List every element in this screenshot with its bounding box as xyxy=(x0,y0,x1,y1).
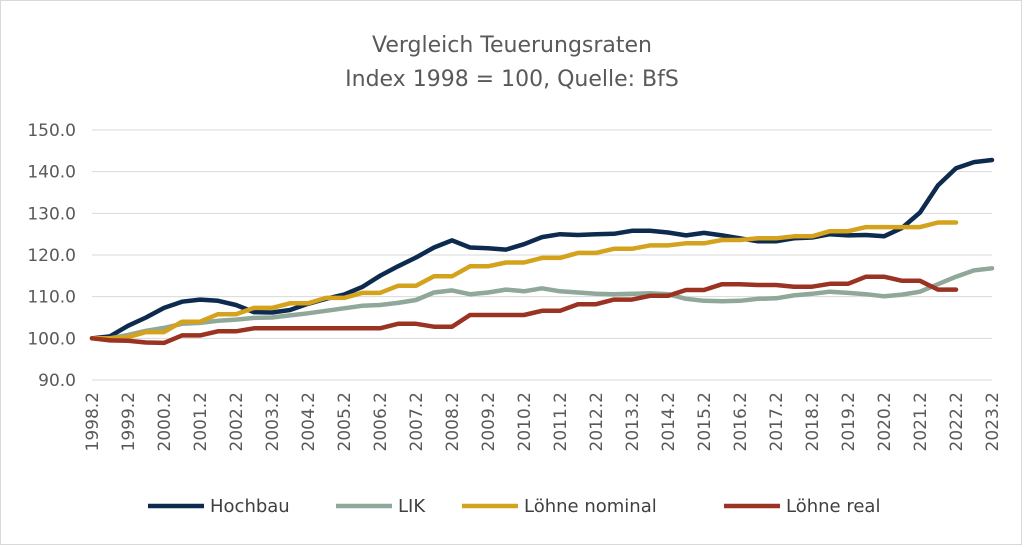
y-tick-label: 130.0 xyxy=(27,204,76,224)
x-tick-label: 2012.2 xyxy=(587,392,607,451)
legend: Hochbau LIK Löhne nominal Löhne real xyxy=(148,496,880,517)
series-line-l-hne-real xyxy=(89,274,959,346)
legend-label: Löhne real xyxy=(786,496,880,517)
y-tick-label: 140.0 xyxy=(27,163,76,183)
x-tick-label: 2006.2 xyxy=(371,392,391,451)
x-tick-label: 1999.2 xyxy=(119,392,139,451)
series-lines xyxy=(89,157,995,346)
x-tick-label: 2023.2 xyxy=(983,392,1003,451)
x-tick-label: 2002.2 xyxy=(227,392,247,451)
x-tick-label: 2016.2 xyxy=(731,392,751,451)
series-line-l-hne-nominal xyxy=(89,220,959,341)
y-tick-label: 150.0 xyxy=(27,121,76,141)
x-tick-label: 2010.2 xyxy=(515,392,535,451)
y-tick-label: 100.0 xyxy=(27,329,76,349)
x-tick-label: 2021.2 xyxy=(911,392,931,451)
x-tick-label: 2014.2 xyxy=(659,392,679,451)
legend-label: Hochbau xyxy=(210,496,290,517)
x-tick-label: 2015.2 xyxy=(695,392,715,451)
x-tick-label: 2018.2 xyxy=(803,392,823,451)
legend-label: Löhne nominal xyxy=(524,496,657,517)
series-line-lik xyxy=(89,266,995,341)
x-axis-ticks: 1998.2 1999.2 2000.2 2001.2 2002.2 2003.2 2004… xyxy=(83,392,1003,451)
y-tick-label: 110.0 xyxy=(27,288,76,308)
x-tick-label: 2022.2 xyxy=(947,392,967,451)
x-tick-label: 2000.2 xyxy=(155,392,175,451)
x-tick-label: 2011.2 xyxy=(551,392,571,451)
x-tick-label: 2020.2 xyxy=(875,392,895,451)
x-tick-label: 2008.2 xyxy=(443,392,463,451)
legend-label: LIK xyxy=(398,496,426,517)
x-tick-label: 2005.2 xyxy=(335,392,355,451)
gridlines xyxy=(92,129,992,381)
x-tick-label: 2019.2 xyxy=(839,392,859,451)
series-line-hochbau xyxy=(89,157,995,341)
x-tick-label: 1998.2 xyxy=(83,392,103,451)
x-tick-label: 2001.2 xyxy=(191,392,211,451)
y-tick-label: 90.0 xyxy=(38,371,76,391)
chart-subtitle: Index 1998 = 100, Quelle: BfS xyxy=(345,67,679,92)
chart-title: Vergleich Teuerungsraten xyxy=(372,33,652,58)
y-axis-ticks: 150.0 140.0 130.0 120.0 110.0 100.0 90.0 xyxy=(27,121,76,391)
y-tick-label: 120.0 xyxy=(27,246,76,266)
x-tick-label: 2013.2 xyxy=(623,392,643,451)
x-tick-label: 2007.2 xyxy=(407,392,427,451)
x-tick-label: 2004.2 xyxy=(299,392,319,451)
x-tick-label: 2017.2 xyxy=(767,392,787,451)
x-tick-label: 2003.2 xyxy=(263,392,283,451)
x-tick-label: 2009.2 xyxy=(479,392,499,451)
